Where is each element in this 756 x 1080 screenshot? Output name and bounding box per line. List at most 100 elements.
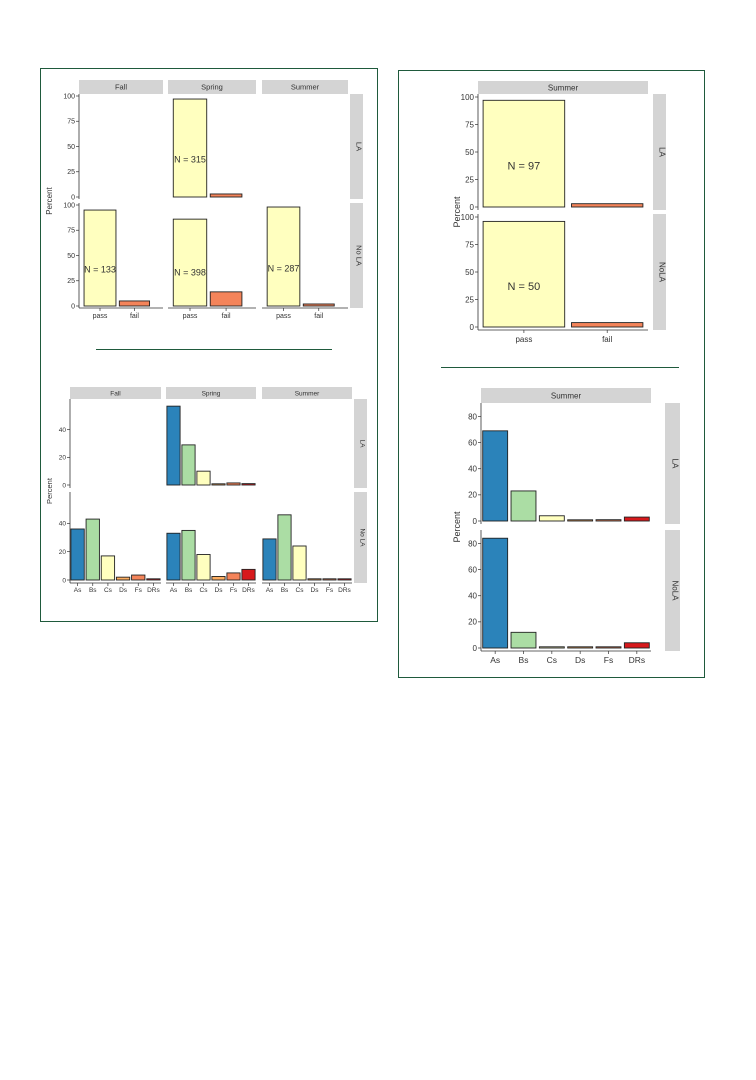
left-pass-fail-row-label-la: LA [355, 142, 364, 151]
left-grades-fall-no-la-bar-drs [146, 578, 161, 581]
left-grades-x-tick-label-fall-bs: Bs [89, 587, 97, 594]
left-grades-strip-label-spring: Spring [202, 390, 221, 397]
right-grades-x-tick-label-summer-bs: Bs [519, 655, 529, 665]
right-grades-summer-la-bar-as [482, 430, 509, 522]
left-pass-fail-x-tick-label-spring-pass: pass [183, 313, 198, 320]
right-pass-fail-x-tick-label-summer-pass: pass [515, 335, 532, 344]
right-pass-fail-y-tick-label-la-100: 100 [461, 93, 475, 102]
right-grades-summer-nola-bar-bs [510, 631, 537, 649]
left-pass-fail-spring-la-bar-fail [209, 193, 243, 198]
right-grades-row-strip-nola [665, 530, 680, 651]
right-grades-summer-nola-bar-ds [567, 646, 594, 649]
left-grades-summer-no-la-bar-drs [337, 578, 352, 581]
left-grades-spring-la-bar-ds [211, 483, 226, 486]
right-grades-summer-nola-bar-cs [538, 646, 565, 649]
right-pass-fail-row-strip-nola [653, 214, 666, 330]
left-pass-fail-y-tick-label-la-50: 50 [67, 144, 75, 151]
left-pass-fail-spring-no-la-bar-fail [209, 291, 243, 307]
left-pass-fail-strip-label-summer: Summer [291, 83, 320, 92]
left-pass-fail-y-tick-label-la-0: 0 [71, 194, 75, 201]
right-grades-x-tick-label-summer-fs: Fs [604, 655, 613, 665]
right-pass-fail-row-label-la: LA [658, 147, 667, 157]
right-pass-fail-y-tick-label-la-25: 25 [465, 175, 474, 184]
left-grades-y-axis-label: Percent [45, 477, 54, 504]
left-pass-fail-y-tick-label-no-la-50: 50 [67, 253, 75, 260]
left-pass-fail-fall-no-la-bar-fail [118, 300, 151, 307]
left-grades-x-tick-label-summer-fs: Fs [326, 587, 334, 594]
left-pass-fail-strip-spring [168, 80, 256, 94]
right-grades-summer-la-bar-bs [510, 490, 537, 522]
left-grades-spring-no-la-bar-ds [211, 576, 226, 581]
left-grades-spring-la-bar-cs [196, 470, 211, 486]
left-pass-fail-row-strip-no-la [350, 203, 363, 308]
right-pass-fail-y-tick-label-nola-100: 100 [461, 213, 475, 222]
left-pass-fail-spring-no-la-n-label: N = 398 [174, 268, 206, 278]
left-pass-fail-summer-no-la-bar-pass [266, 206, 301, 307]
right-grades-y-tick-label-nola-80: 80 [468, 539, 477, 548]
right-grades-summer-la-bar-cs [538, 515, 565, 522]
right-pass-fail-y-tick-label-la-0: 0 [470, 203, 475, 212]
left-pass-fail-y-tick-label-la-75: 75 [67, 119, 75, 126]
left-pass-fail-row-label-no-la: No LA [355, 245, 364, 266]
left-grades-summer-no-la-bar-bs [277, 514, 292, 581]
left-grades-x-tick-label-fall-as: As [74, 587, 82, 594]
left-grades-x-tick-label-summer-ds: Ds [311, 587, 320, 594]
right-grades-y-tick-label-la-20: 20 [468, 491, 477, 500]
left-grades-y-tick-label-la-40: 40 [59, 427, 67, 434]
left-grades-y-tick-label-no-la-20: 20 [59, 549, 67, 556]
left-grades-x-tick-label-fall-fs: Fs [135, 587, 143, 594]
right-pass-fail-y-tick-label-nola-0: 0 [470, 323, 475, 332]
left-grades-x-tick-label-spring-cs: Cs [200, 587, 209, 594]
left-pass-fail-y-tick-label-la-25: 25 [67, 169, 75, 176]
left-grades-spring-la-bar-as [166, 405, 181, 486]
left-pass-fail-fall-no-la-n-label: N = 133 [84, 264, 116, 274]
right-grades-y-tick-label-la-80: 80 [468, 412, 477, 421]
left-grades-y-tick-label-la-0: 0 [62, 482, 66, 489]
left-pass-fail-summer-no-la-bar-fail [302, 303, 335, 307]
right-grades-y-tick-label-nola-0: 0 [473, 644, 478, 653]
right-grades-x-tick-label-summer-as: As [490, 655, 500, 665]
right-pass-fail-summer-la-bar-pass [482, 99, 566, 208]
left-grades-row-strip-la [354, 399, 367, 488]
right-grades-row-label-la: LA [671, 459, 680, 469]
right-grades-strip-summer [481, 388, 651, 403]
left-grades-fall-no-la-bar-fs [131, 574, 146, 581]
left-pass-fail-x-tick-label-summer-fail: fail [314, 313, 323, 320]
left-grades-x-tick-label-summer-bs: Bs [281, 587, 289, 594]
right-pass-fail-y-tick-label-nola-25: 25 [465, 295, 474, 304]
right-grades-y-tick-label-nola-60: 60 [468, 565, 477, 574]
left-grades-strip-label-fall: Fall [110, 390, 121, 397]
left-pass-fail-fall-no-la-bar-pass [83, 209, 117, 307]
left-grades-x-tick-label-spring-drs: DRs [242, 587, 255, 594]
right-grades-strip-label-summer: Summer [551, 391, 582, 400]
left-pass-fail-x-tick-label-fall-pass: pass [93, 313, 108, 320]
right-grades-y-tick-label-la-40: 40 [468, 465, 477, 474]
right-pass-fail-summer-nola-bar-fail [571, 322, 644, 328]
right-pass-fail-y-axis-label: Percent [452, 196, 462, 228]
left-pass-fail-y-tick-label-la-100: 100 [63, 93, 75, 100]
right-grades-y-tick-label-nola-20: 20 [468, 618, 477, 627]
left-grades-summer-no-la-bar-cs [292, 545, 307, 581]
left-pass-fail-strip-summer [262, 80, 348, 94]
left-grades-strip-summer [262, 387, 352, 399]
left-pass-fail-row-strip-la [350, 94, 363, 199]
right-pass-fail-strip-summer [478, 81, 648, 94]
left-grades-x-tick-label-fall-cs: Cs [104, 587, 113, 594]
right-grades-summer-la-bar-ds [567, 519, 594, 522]
left-pass-fail-strip-label-spring: Spring [201, 83, 223, 92]
left-panel-divider [96, 349, 332, 350]
right-pass-fail-summer-nola-n-label: N = 50 [508, 281, 541, 293]
right-pass-fail-y-tick-label-la-50: 50 [465, 148, 474, 157]
left-grades-strip-spring [166, 387, 256, 399]
left-grades-spring-la-bar-drs [241, 483, 256, 486]
left-pass-fail-summer-no-la-n-label: N = 287 [268, 263, 300, 273]
left-grades-x-tick-label-spring-fs: Fs [230, 587, 238, 594]
left-grades-x-tick-label-summer-cs: Cs [296, 587, 305, 594]
right-pass-fail-y-tick-label-nola-75: 75 [465, 240, 474, 249]
left-grades-spring-la-bar-bs [181, 444, 196, 486]
left-grades-row-strip-no-la [354, 492, 367, 583]
right-grades-summer-nola-bar-drs [623, 642, 650, 649]
left-grades-x-tick-label-fall-drs: DRs [147, 587, 160, 594]
left-grades-row-label-la: LA [359, 440, 366, 449]
